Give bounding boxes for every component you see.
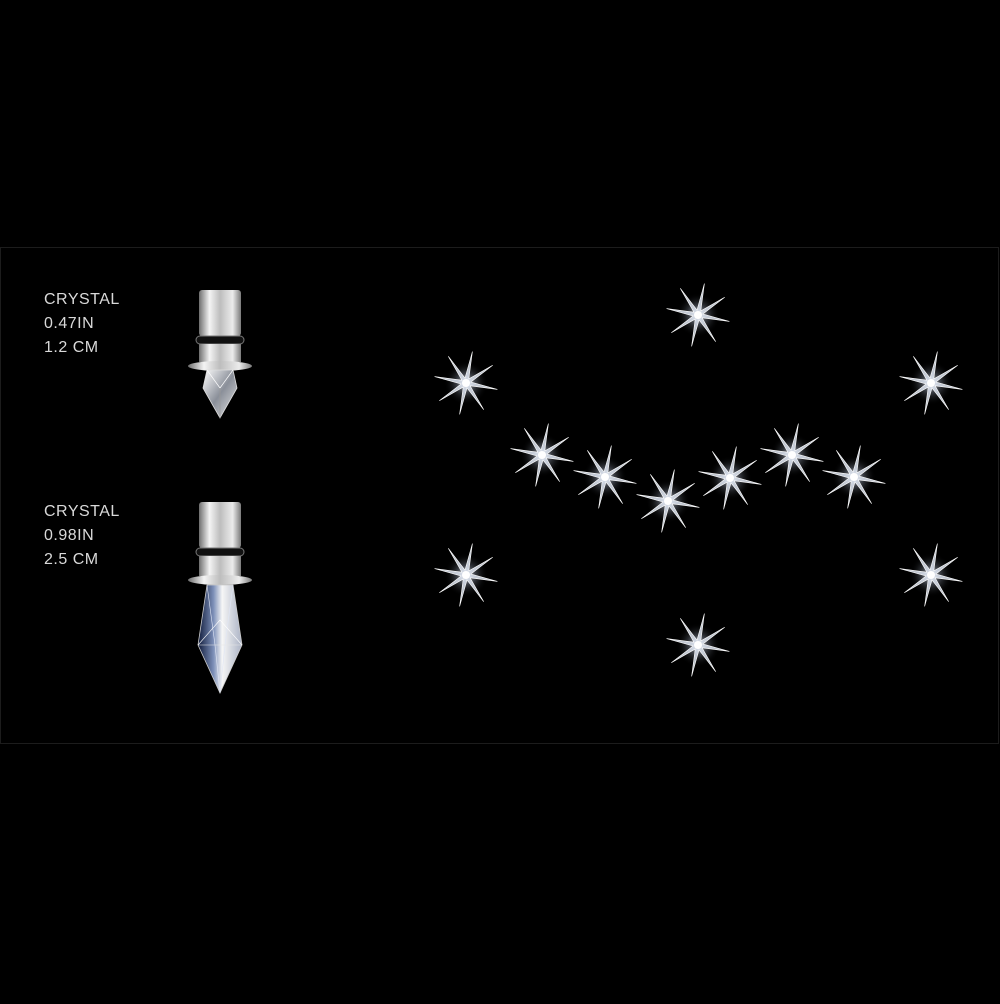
star-arrangement (434, 283, 963, 677)
starburst-icon (760, 423, 824, 487)
spec-small: CRYSTAL 0.47IN 1.2 CM (44, 288, 120, 360)
spec-large: CRYSTAL 0.98IN 2.5 CM (44, 500, 120, 572)
starburst-icon (434, 351, 498, 415)
material-label: CRYSTAL (44, 503, 120, 520)
size-cm: 1.2 CM (44, 339, 99, 356)
starburst-icon (636, 469, 700, 533)
starburst-icon (573, 445, 637, 509)
starburst-icon (434, 543, 498, 607)
crystal-drop-small-icon (185, 288, 255, 428)
size-inches: 0.47IN (44, 315, 95, 332)
crystal-drop-large-icon (185, 500, 255, 705)
starburst-icon (666, 613, 730, 677)
starburst-icon (666, 283, 730, 347)
starburst-icon (899, 351, 963, 415)
product-panel: CRYSTAL 0.47IN 1.2 CM (0, 247, 999, 744)
starburst-icon (899, 543, 963, 607)
starburst-icon (510, 423, 574, 487)
material-label: CRYSTAL (44, 291, 120, 308)
size-cm: 2.5 CM (44, 551, 99, 568)
starburst-icon (698, 446, 762, 510)
size-inches: 0.98IN (44, 527, 95, 544)
starburst-icon (822, 445, 886, 509)
